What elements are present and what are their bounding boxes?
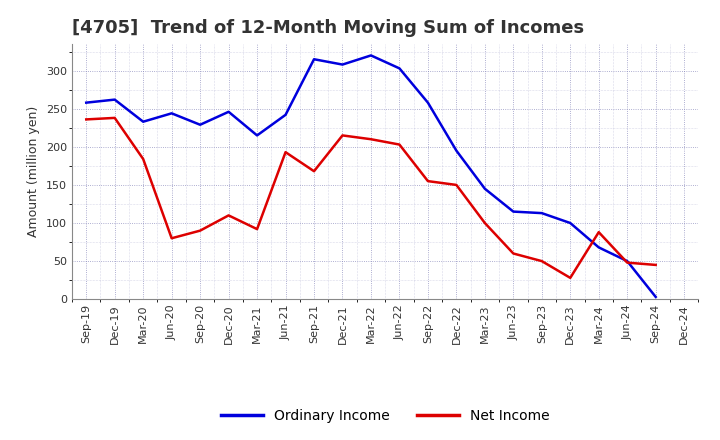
Net Income [338, 133, 347, 138]
Legend: Ordinary Income, Net Income: Ordinary Income, Net Income [215, 403, 555, 428]
Net Income [110, 115, 119, 121]
Ordinary Income [366, 53, 375, 58]
Ordinary Income [623, 258, 631, 264]
Ordinary Income [423, 100, 432, 105]
Net Income [167, 235, 176, 241]
Net Income [537, 258, 546, 264]
Ordinary Income [595, 245, 603, 250]
Net Income [139, 156, 148, 161]
Net Income [566, 275, 575, 281]
Ordinary Income [82, 100, 91, 105]
Text: [4705]  Trend of 12-Month Moving Sum of Incomes: [4705] Trend of 12-Month Moving Sum of I… [72, 19, 584, 37]
Net Income [480, 220, 489, 226]
Net Income [225, 213, 233, 218]
Line: Ordinary Income: Ordinary Income [86, 55, 656, 297]
Net Income [595, 230, 603, 235]
Line: Net Income: Net Income [86, 118, 656, 278]
Ordinary Income [310, 57, 318, 62]
Ordinary Income [338, 62, 347, 67]
Net Income [395, 142, 404, 147]
Ordinary Income [282, 112, 290, 117]
Net Income [423, 179, 432, 184]
Net Income [310, 169, 318, 174]
Ordinary Income [167, 111, 176, 116]
Ordinary Income [196, 122, 204, 128]
Ordinary Income [139, 119, 148, 125]
Ordinary Income [225, 109, 233, 114]
Net Income [623, 260, 631, 265]
Ordinary Income [537, 210, 546, 216]
Net Income [253, 227, 261, 232]
Ordinary Income [480, 186, 489, 191]
Ordinary Income [566, 220, 575, 226]
Net Income [509, 251, 518, 256]
Ordinary Income [395, 66, 404, 71]
Net Income [366, 136, 375, 142]
Net Income [82, 117, 91, 122]
Ordinary Income [652, 294, 660, 300]
Y-axis label: Amount (million yen): Amount (million yen) [27, 106, 40, 237]
Net Income [196, 228, 204, 233]
Ordinary Income [509, 209, 518, 214]
Net Income [452, 182, 461, 187]
Ordinary Income [253, 133, 261, 138]
Net Income [652, 262, 660, 268]
Net Income [282, 150, 290, 155]
Ordinary Income [110, 97, 119, 102]
Ordinary Income [452, 148, 461, 153]
